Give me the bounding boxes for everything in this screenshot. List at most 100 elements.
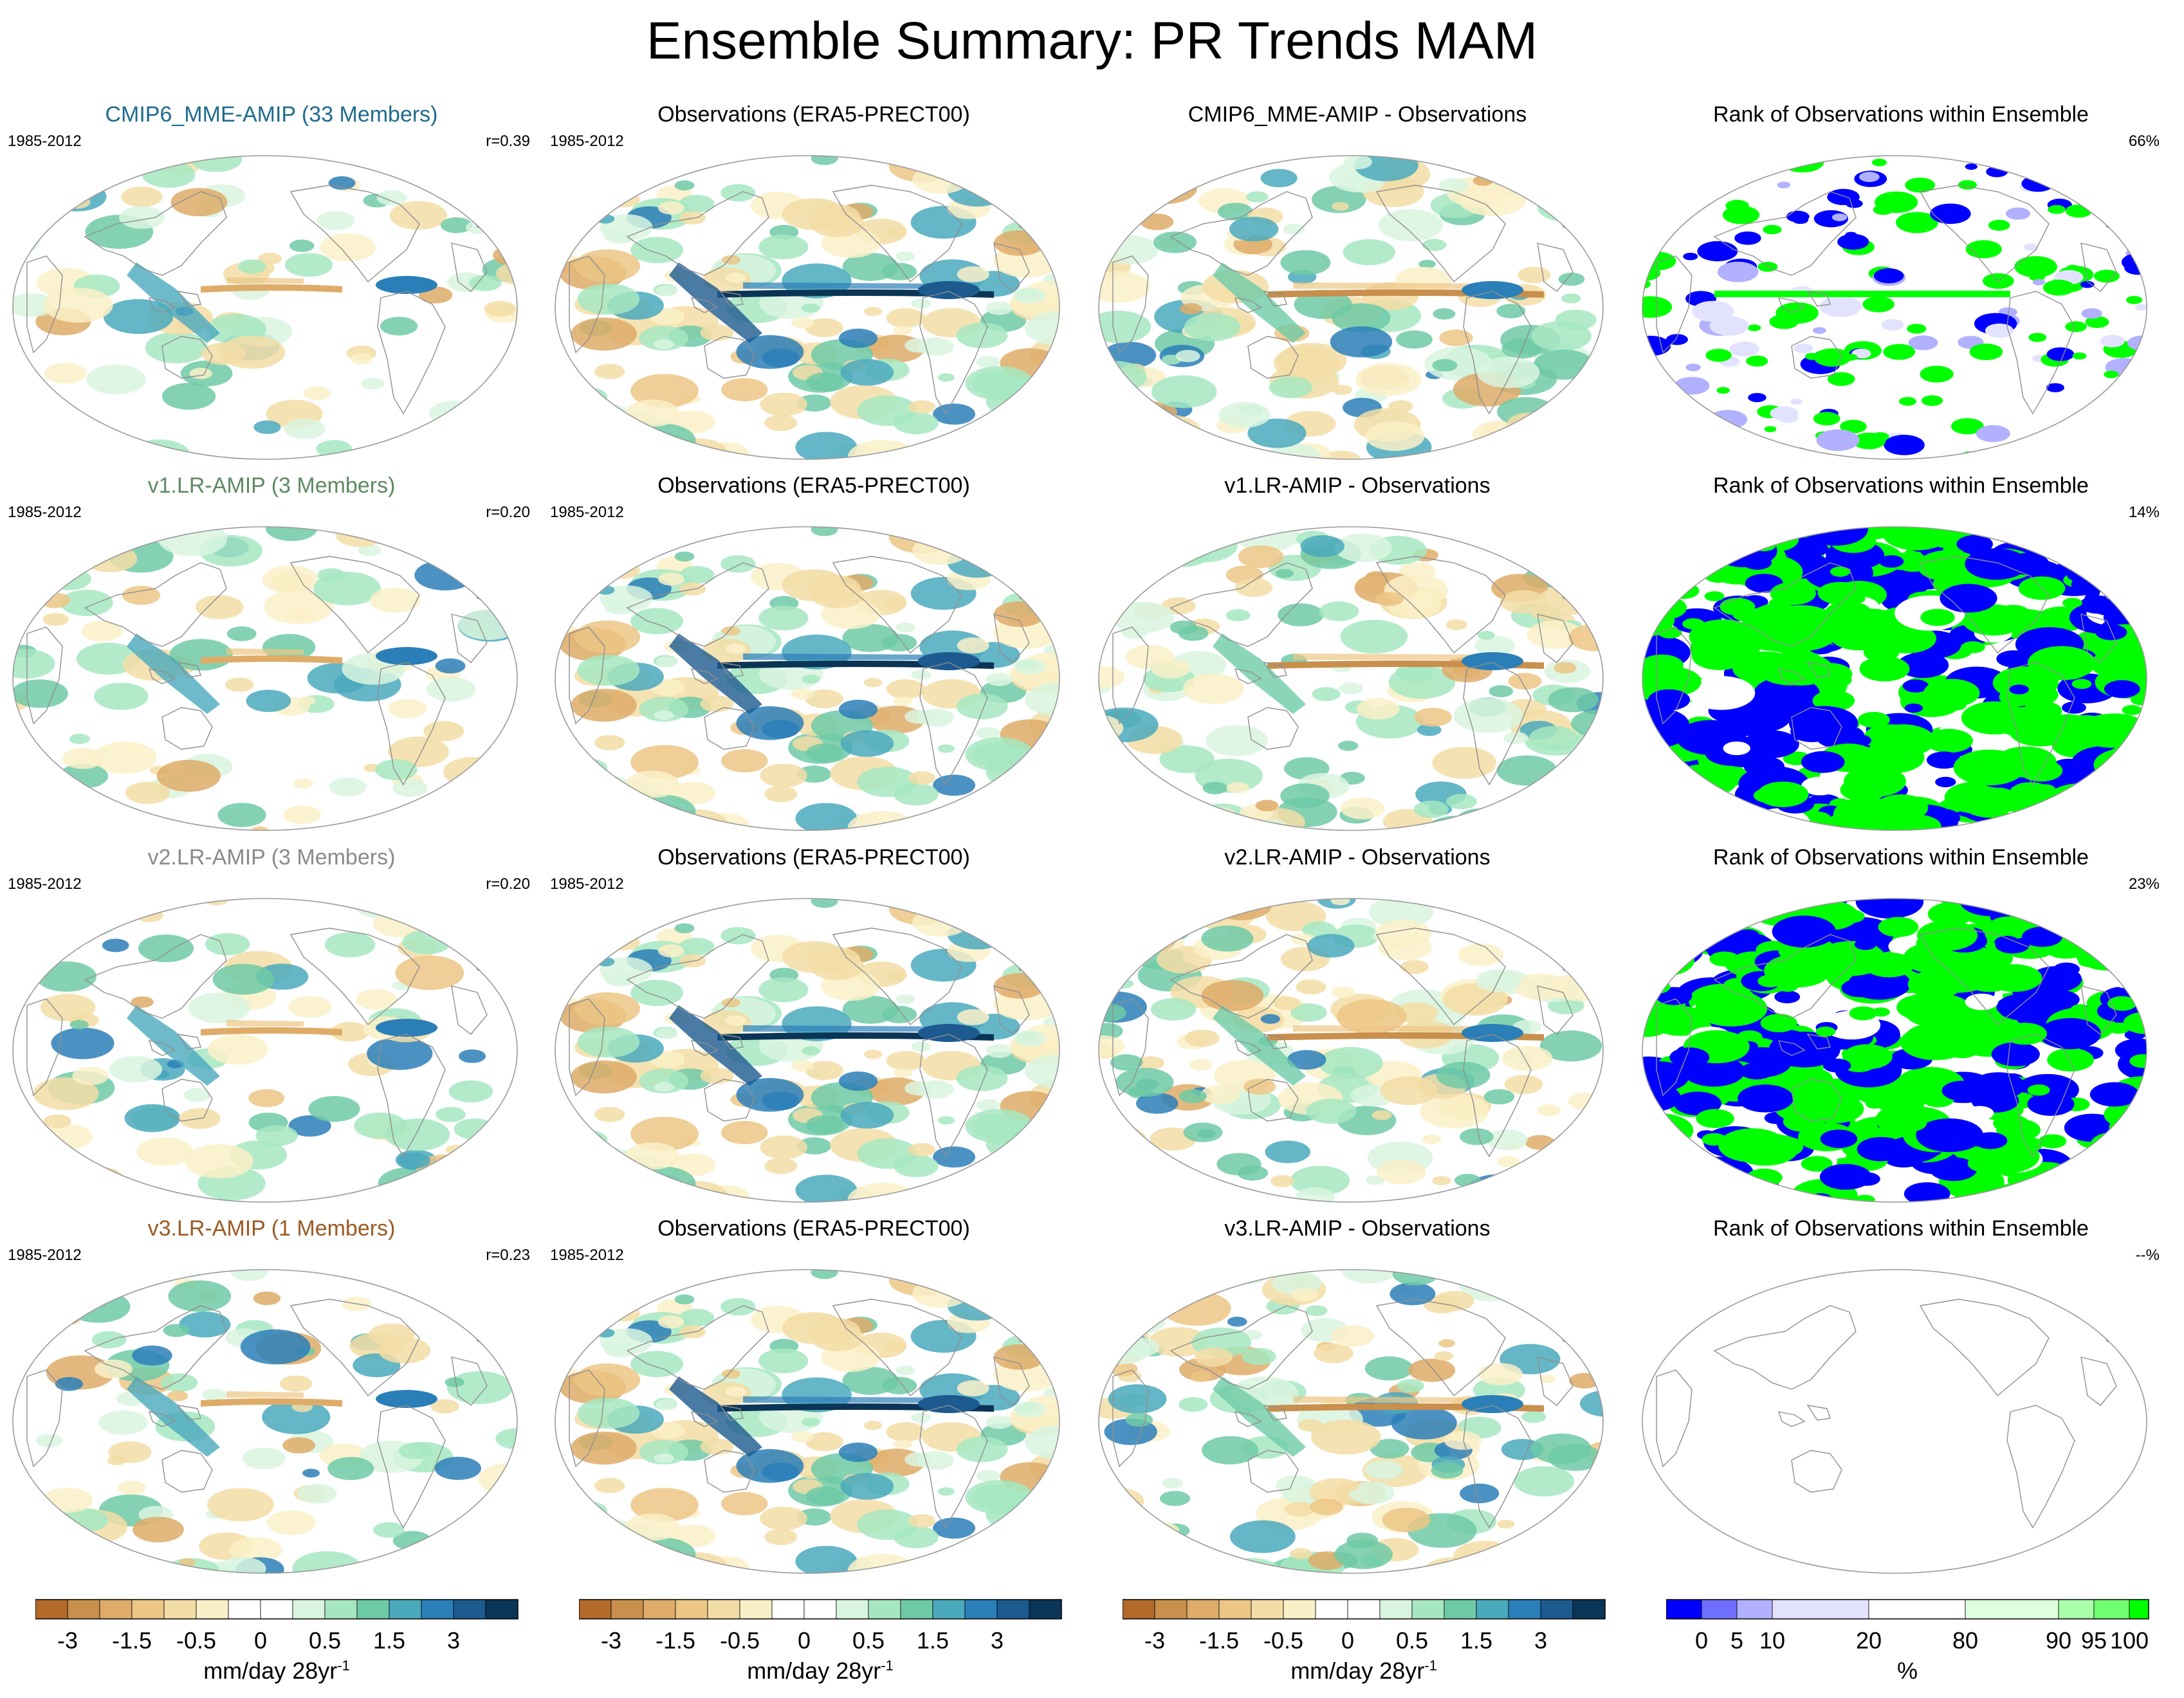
colorbar-swatch bbox=[1666, 1599, 1702, 1620]
rank-percent: 23% bbox=[2128, 875, 2160, 893]
colorbar-tick-label: -1.5 bbox=[112, 1627, 152, 1654]
map-rank bbox=[1642, 1269, 2147, 1574]
colorbar-tick-label: -1.5 bbox=[1199, 1627, 1239, 1654]
colorbar-tick-label: -1.5 bbox=[656, 1627, 695, 1654]
panel-rank-row3: Rank of Observations within Ensemble 23% bbox=[1637, 844, 2165, 1205]
correlation-label: r=0.20 bbox=[486, 875, 530, 893]
panel-title-rank: Rank of Observations within Ensemble bbox=[1713, 102, 2089, 127]
colorbar-tick-label: -3 bbox=[1144, 1627, 1165, 1654]
panel-title-obs: Observations (ERA5-PRECT00) bbox=[657, 1216, 970, 1241]
colorbar-swatch bbox=[2129, 1599, 2149, 1620]
colorbar-swatch bbox=[131, 1599, 165, 1620]
panel-title-diff: v2.LR-AMIP - Observations bbox=[1224, 845, 1491, 870]
map-obs bbox=[555, 898, 1060, 1203]
colorbar-swatch bbox=[771, 1599, 805, 1620]
colorbar-swatch bbox=[610, 1599, 644, 1620]
colorbar-tick-label: -3 bbox=[57, 1627, 78, 1654]
panel-diff-row1: CMIP6_MME-AMIP - Observations bbox=[1094, 102, 1621, 462]
panel-model-row4: v3.LR-AMIP (1 Members) 1985-2012 r=0.23 bbox=[8, 1216, 535, 1576]
colorbar-tick-label: -3 bbox=[601, 1627, 621, 1654]
colorbar-trend-3: -3 -1.5 -0.5 0 0.5 1.5 3 mm/day 28yr-1 bbox=[1123, 1598, 1624, 1688]
panel-diff-row2: v1.LR-AMIP - Observations bbox=[1094, 473, 1621, 833]
colorbar-swatch bbox=[485, 1599, 518, 1620]
period-label: 1985-2012 bbox=[8, 875, 82, 893]
colorbar-swatch bbox=[1411, 1599, 1445, 1620]
panel-title-obs: Observations (ERA5-PRECT00) bbox=[657, 845, 970, 870]
colorbar-swatch bbox=[932, 1599, 966, 1620]
panel-model-row3: v2.LR-AMIP (3 Members) 1985-2012 r=0.20 bbox=[8, 844, 535, 1205]
colorbar-tick-label: 0 bbox=[254, 1627, 267, 1654]
colorbar-swatch bbox=[1218, 1599, 1252, 1620]
colorbar-swatch bbox=[1476, 1599, 1509, 1620]
period-label: 1985-2012 bbox=[550, 1246, 624, 1264]
colorbar-swatch bbox=[1186, 1599, 1220, 1620]
period-label: 1985-2012 bbox=[550, 504, 624, 521]
correlation-label: r=0.23 bbox=[486, 1246, 530, 1264]
colorbar-tick-label: -0.5 bbox=[1263, 1627, 1303, 1654]
colorbar-tick-label: 0 bbox=[1341, 1627, 1354, 1654]
colorbar-swatch bbox=[1868, 1599, 1966, 1620]
colorbar-swatch bbox=[803, 1599, 837, 1620]
map-obs bbox=[555, 155, 1060, 460]
colorbar-swatch bbox=[1965, 1599, 2059, 1620]
colorbar-swatch bbox=[2093, 1599, 2130, 1620]
panel-diff-row4: v3.LR-AMIP - Observations bbox=[1094, 1216, 1621, 1576]
colorbar-swatch bbox=[1701, 1599, 1738, 1620]
map-obs bbox=[555, 1269, 1060, 1574]
map-diff bbox=[1098, 526, 1604, 831]
colorbar-tick-label: 0.5 bbox=[852, 1627, 885, 1654]
rank-percent: 14% bbox=[2128, 504, 2160, 521]
colorbar-tick-label: 0 bbox=[798, 1627, 811, 1654]
colorbar-swatch bbox=[1444, 1599, 1477, 1620]
colorbar-tick-label: 5 bbox=[1730, 1627, 1743, 1654]
colorbar-swatch bbox=[996, 1599, 1030, 1620]
colorbar-trend-1: -3 -1.5 -0.5 0 0.5 1.5 3 mm/day 28yr-1 bbox=[35, 1598, 537, 1688]
colorbar-swatch bbox=[1736, 1599, 1773, 1620]
panel-title-diff: v3.LR-AMIP - Observations bbox=[1224, 1216, 1491, 1241]
panel-title-model: v1.LR-AMIP (3 Members) bbox=[147, 473, 396, 498]
colorbar-swatch bbox=[35, 1599, 68, 1620]
colorbar-swatch bbox=[900, 1599, 933, 1620]
colorbar-tick-label: 80 bbox=[1952, 1627, 1978, 1654]
colorbar-swatch bbox=[453, 1599, 486, 1620]
panel-rank-row1: Rank of Observations within Ensemble 66% bbox=[1637, 102, 2165, 462]
colorbar-swatch bbox=[67, 1599, 100, 1620]
colorbar-swatch bbox=[1379, 1599, 1413, 1620]
panel-obs-row1: Observations (ERA5-PRECT00) 1985-2012 bbox=[550, 102, 1078, 462]
colorbar-swatch bbox=[1315, 1599, 1348, 1620]
panel-title-model: v3.LR-AMIP (1 Members) bbox=[147, 1216, 396, 1241]
map-model bbox=[12, 526, 518, 831]
colorbar-swatch bbox=[707, 1599, 740, 1620]
map-diff bbox=[1098, 1269, 1604, 1574]
panel-title-diff: CMIP6_MME-AMIP - Observations bbox=[1188, 102, 1527, 127]
map-obs bbox=[555, 526, 1060, 831]
colorbar-tick-label: 3 bbox=[1534, 1627, 1547, 1654]
colorbar-swatch bbox=[1540, 1599, 1574, 1620]
colorbar-rank: 0 5 10 20 80 90 95 100% bbox=[1666, 1598, 2168, 1688]
panel-rank-row4: Rank of Observations within Ensemble --% bbox=[1637, 1216, 2165, 1576]
map-rank bbox=[1642, 526, 2147, 831]
figure-title: Ensemble Summary: PR Trends MAM bbox=[646, 12, 1538, 70]
colorbar-tick-label: 0.5 bbox=[1396, 1627, 1428, 1654]
map-model bbox=[12, 155, 518, 460]
map-model bbox=[12, 898, 518, 1203]
colorbar-tick-label: 95 bbox=[2081, 1627, 2107, 1654]
colorbar-tick-label: -0.5 bbox=[176, 1627, 216, 1654]
colorbar-swatch bbox=[836, 1599, 869, 1620]
colorbar-swatch bbox=[1508, 1599, 1541, 1620]
colorbar-swatch bbox=[1283, 1599, 1316, 1620]
colorbar-trend-2: -3 -1.5 -0.5 0 0.5 1.5 3 mm/day 28yr-1 bbox=[579, 1598, 1081, 1688]
colorbar-tick-label: -0.5 bbox=[720, 1627, 760, 1654]
rank-percent: --% bbox=[2135, 1246, 2160, 1264]
panel-obs-row3: Observations (ERA5-PRECT00) 1985-2012 bbox=[550, 844, 1078, 1205]
panel-title-rank: Rank of Observations within Ensemble bbox=[1713, 1216, 2089, 1241]
colorbar-tick-label: 3 bbox=[991, 1627, 1004, 1654]
map-diff bbox=[1098, 155, 1604, 460]
colorbar-swatch bbox=[643, 1599, 676, 1620]
colorbar-swatch bbox=[292, 1599, 326, 1620]
colorbar-unit: mm/day 28yr-1 bbox=[747, 1657, 894, 1684]
colorbar-tick-label: 1.5 bbox=[1460, 1627, 1492, 1654]
colorbar-unit: % bbox=[1896, 1657, 1918, 1684]
panel-model-row1: CMIP6_MME-AMIP (33 Members) 1985-2012 r=0.… bbox=[8, 102, 535, 462]
period-label: 1985-2012 bbox=[550, 875, 624, 893]
